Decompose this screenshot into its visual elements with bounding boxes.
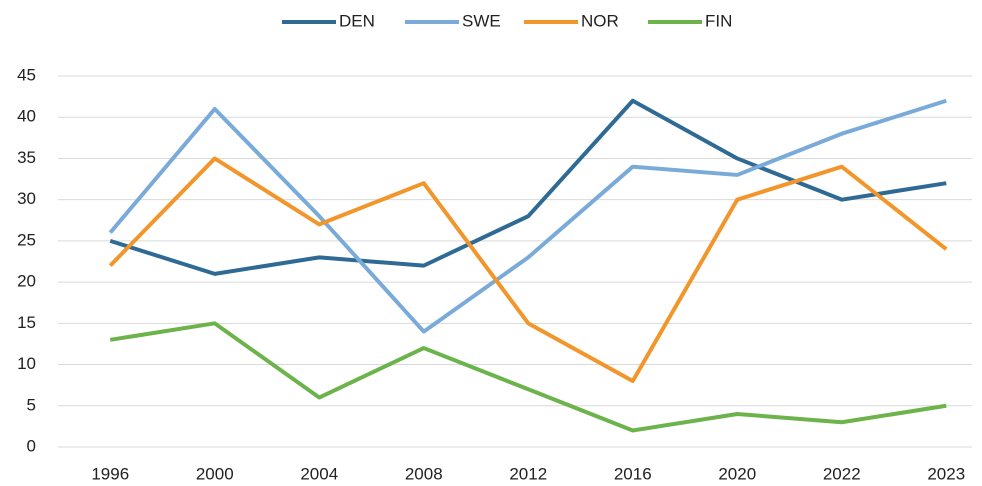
- y-tick-label: 45: [17, 65, 36, 84]
- legend-label: FIN: [705, 11, 732, 30]
- y-tick-label: 10: [17, 354, 36, 373]
- y-tick-label: 0: [27, 436, 36, 455]
- legend-label: SWE: [462, 11, 501, 30]
- y-tick-label: 35: [17, 148, 36, 167]
- y-tick-label: 20: [17, 272, 36, 291]
- line-series: [108, 98, 947, 334]
- x-tick-label: 2023: [927, 464, 965, 483]
- x-tick-label: 2008: [405, 464, 443, 483]
- y-tick-label: 25: [17, 230, 36, 249]
- line-series: [109, 98, 947, 276]
- x-tick-label: 2000: [196, 464, 234, 483]
- x-tick-label: 2004: [300, 464, 338, 483]
- y-tick-label: 15: [17, 313, 36, 332]
- line-series: [108, 156, 948, 384]
- x-tick-label: 2020: [718, 464, 756, 483]
- x-tick-label: 1996: [91, 464, 129, 483]
- legend-label: DEN: [339, 11, 375, 30]
- x-tick-label: 2016: [614, 464, 652, 483]
- x-tick-label: 2022: [823, 464, 861, 483]
- line-series: [109, 321, 947, 433]
- legend-label: NOR: [581, 11, 619, 30]
- y-tick-label: 40: [17, 107, 36, 126]
- y-tick-label: 30: [17, 189, 36, 208]
- y-tick-label: 5: [27, 395, 36, 414]
- x-tick-label: 2012: [509, 464, 547, 483]
